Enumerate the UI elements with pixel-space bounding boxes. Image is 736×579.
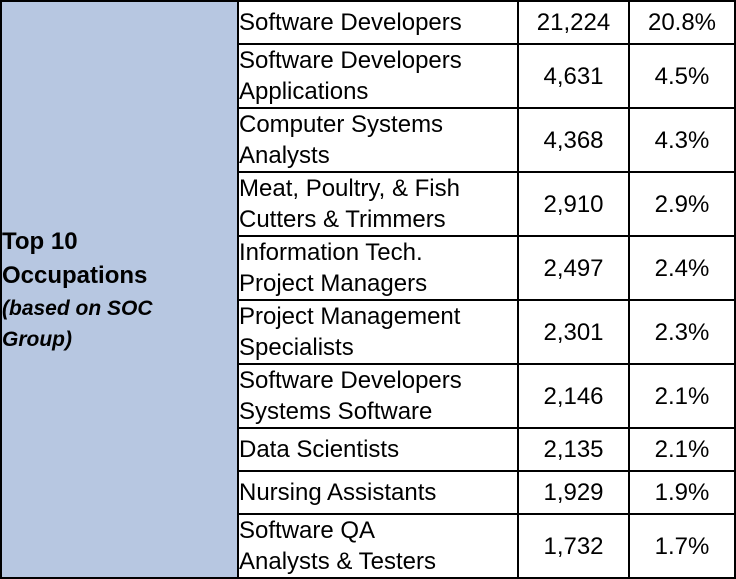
occupation-name-cell: Software Developers Applications [237,43,519,109]
occupation-count: 4,631 [517,43,630,109]
occupation-percent: 1.7% [628,513,736,579]
header-subtitle-line-2: Group) [2,327,72,351]
occupation-percent: 4.3% [628,107,736,173]
occupation-count: 21,224 [517,0,630,45]
occupation-percent: 2.1% [628,427,736,472]
occupation-percent: 2.9% [628,171,736,237]
table-row: Computer Systems Analysts 4,368 4.3% [1,107,736,173]
occupation-name-cell: Software Developers Systems Software [237,363,519,429]
occupation-name-cell: Meat, Poultry, & Fish Cutters & Trimmers [237,171,519,237]
occupation-count: 2,135 [517,427,630,472]
header-title-line-2: Occupations [2,261,148,289]
occupation-name-line: Computer Systems [239,111,444,138]
occupation-name-line: Project Management [239,303,461,330]
occupation-name-line: Cutters & Trimmers [239,206,446,233]
occupation-name-cell: Software QA Analysts & Testers [237,513,519,579]
occupation-name-cell: Information Tech. Project Managers [237,235,519,301]
occupation-count: 2,301 [517,299,630,365]
table-row: Data Scientists 2,135 2.1% [1,427,736,472]
occupation-name-line: Nursing Assistants [239,479,437,506]
occupation-percent: 20.8% [628,0,736,45]
table-row: Project Management Specialists 2,301 2.3% [1,299,736,365]
occupation-count: 2,910 [517,171,630,237]
table-row: Meat, Poultry, & Fish Cutters & Trimmers 2… [1,171,736,237]
occupation-count: 2,146 [517,363,630,429]
table-row: Information Tech. Project Managers 2,497 2.… [1,235,736,301]
occupation-percent: 2.4% [628,235,736,301]
occupation-name-line: Software Developers [239,9,462,36]
table-row: Nursing Assistants 1,929 1.9% [1,470,736,515]
occupation-name-line: Applications [239,78,369,105]
table-row: Software Developers Systems Software 2,146… [1,363,736,429]
table-row: Software Developers Applications 4,631 4.5% [1,43,736,109]
occupation-percent: 4.5% [628,43,736,109]
occupation-name-line: Analysts [239,142,330,169]
occupation-count: 1,732 [517,513,630,579]
occupation-count: 4,368 [517,107,630,173]
occupation-name-line: Software QA [239,517,376,544]
occupation-name-line: Software Developers [239,47,462,74]
occupation-name-line: Software Developers [239,367,462,394]
occupation-count: 2,497 [517,235,630,301]
occupation-percent: 2.1% [628,363,736,429]
occupation-name-line: Information Tech. [239,239,423,266]
occupation-name-line: Analysts & Testers [239,548,436,575]
header-title-line-1: Top 10 [2,227,78,255]
occupation-name-cell: Data Scientists [237,427,519,472]
occupation-name-line: Data Scientists [239,436,400,463]
occupation-count: 1,929 [517,470,630,515]
occupation-name-line: Systems Software [239,398,433,425]
occupation-name-cell: Nursing Assistants [237,470,519,515]
occupation-name-cell: Project Management Specialists [237,299,519,365]
occupation-name-cell: Computer Systems Analysts [237,107,519,173]
occupation-percent: 2.3% [628,299,736,365]
occupation-name-line: Meat, Poultry, & Fish [239,175,460,202]
row-header-cell: Top 10 Occupations (based on SOC Group) [0,0,239,579]
occupation-name-line: Project Managers [239,270,428,297]
occupation-name-cell: Software Developers [237,0,519,45]
occupation-name-line: Specialists [239,334,354,361]
occupation-percent: 1.9% [628,470,736,515]
table-row: Software QA Analysts & Testers 1,732 1.7% [1,513,736,579]
header-subtitle-line-1: (based on SOC [2,296,153,320]
